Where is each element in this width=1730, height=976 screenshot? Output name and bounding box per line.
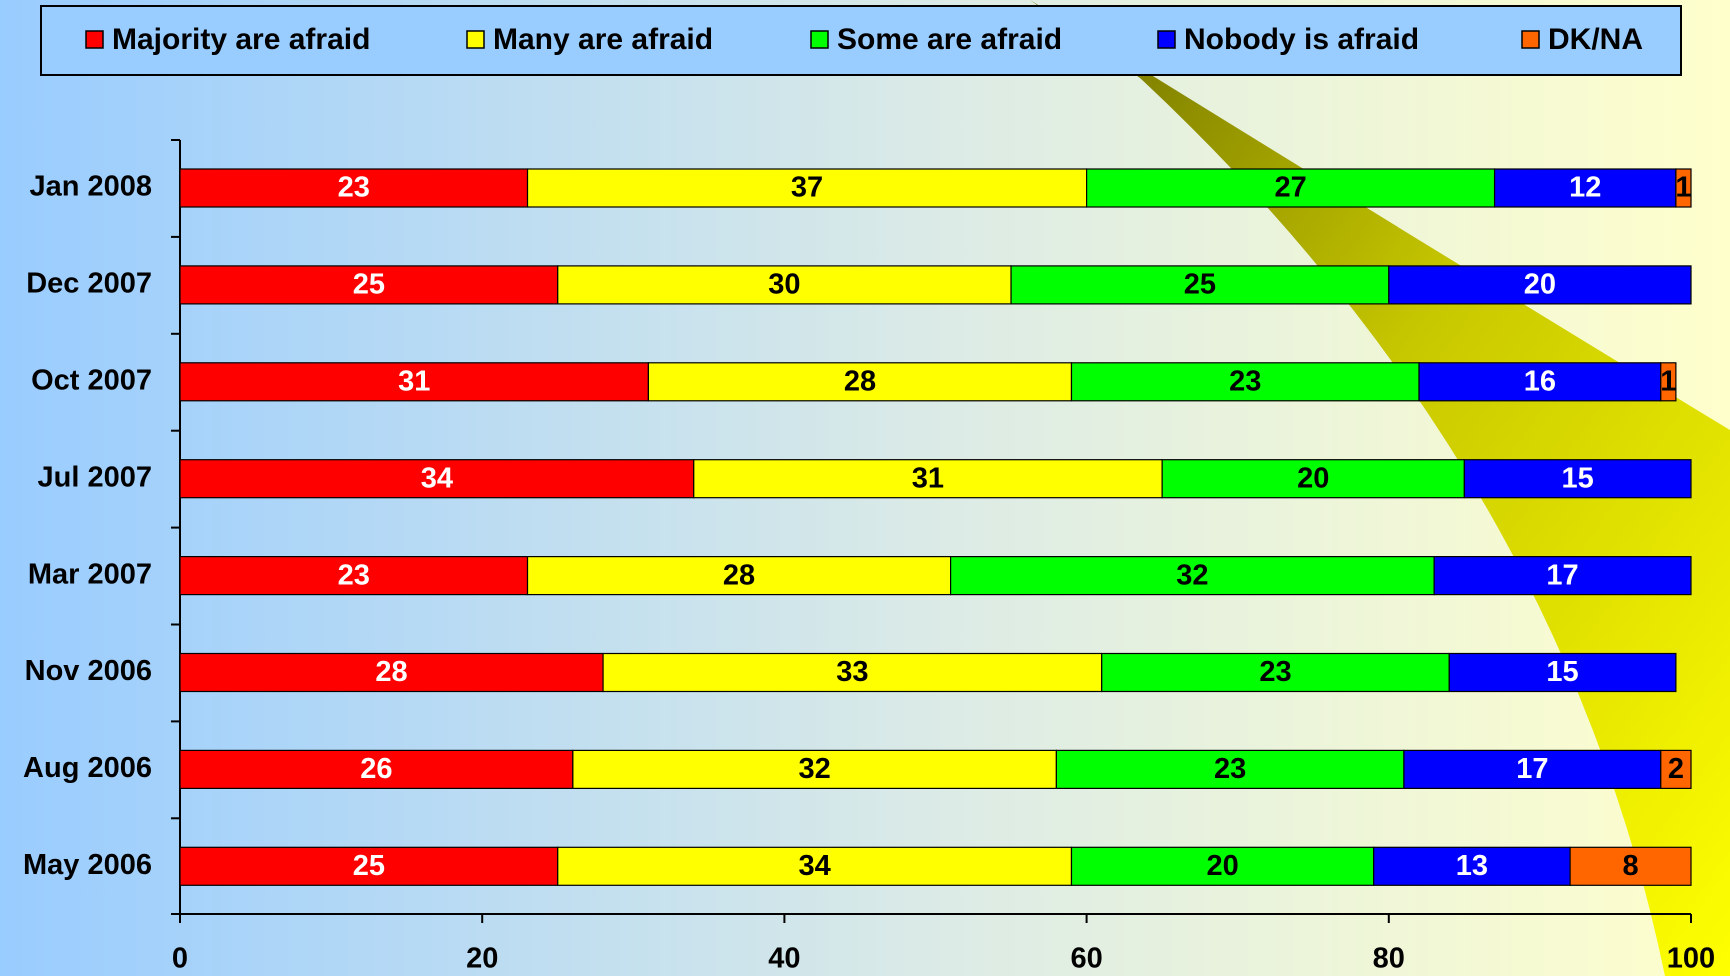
legend-label: Nobody is afraid xyxy=(1184,23,1419,56)
data-label: 2 xyxy=(1668,753,1684,785)
bar-segment xyxy=(1388,265,1692,305)
data-label: 20 xyxy=(1297,462,1329,494)
data-label: 20 xyxy=(1524,269,1556,301)
bar-segment xyxy=(1055,749,1405,790)
y-tick-label: Jan 2008 xyxy=(29,171,152,203)
bar-segment xyxy=(1448,652,1677,693)
data-label: 17 xyxy=(1516,753,1548,785)
legend-label: Majority are afraid xyxy=(112,23,370,56)
x-tick-label: 80 xyxy=(1373,943,1405,975)
data-label: 33 xyxy=(836,656,868,688)
x-tick-label: 40 xyxy=(768,943,800,975)
data-label: 23 xyxy=(1259,656,1291,688)
legend-marker xyxy=(810,30,829,49)
bar-segment xyxy=(1569,846,1692,886)
y-tick-label: Nov 2006 xyxy=(25,655,152,687)
bar-segment xyxy=(1463,459,1692,499)
legend-marker xyxy=(85,30,104,49)
bar-segment xyxy=(557,846,1073,886)
y-tick-label: Dec 2007 xyxy=(26,268,152,300)
bar-segment xyxy=(693,459,1163,499)
data-label: 30 xyxy=(768,269,800,301)
data-label: 28 xyxy=(844,365,876,397)
data-label: 25 xyxy=(353,269,385,301)
data-label: 34 xyxy=(421,462,453,494)
y-tick-label: May 2006 xyxy=(23,849,152,881)
data-label: 34 xyxy=(798,850,830,882)
data-label: 28 xyxy=(723,559,755,591)
data-label: 32 xyxy=(798,753,830,785)
data-label: 23 xyxy=(1229,365,1261,397)
bar-segment xyxy=(526,168,1088,208)
data-label: 17 xyxy=(1546,559,1578,591)
legend: Majority are afraid Many are afraid Some a… xyxy=(85,23,1643,56)
data-label: 26 xyxy=(360,753,392,785)
data-label: 8 xyxy=(1622,850,1638,882)
data-label: 23 xyxy=(338,559,370,591)
data-label: 13 xyxy=(1456,850,1488,882)
bar-segment xyxy=(1373,846,1571,886)
legend-label: Some are afraid xyxy=(837,23,1062,56)
y-tick-label: Mar 2007 xyxy=(28,558,152,590)
bar-segment xyxy=(179,459,695,499)
legend-marker xyxy=(466,30,485,49)
legend-marker xyxy=(1521,30,1540,49)
bar-segment xyxy=(950,555,1435,596)
legend-marker xyxy=(1157,30,1176,49)
bar-segment xyxy=(1418,362,1662,402)
x-tick-label: 0 xyxy=(172,943,188,975)
legend-label: DK/NA xyxy=(1548,23,1643,56)
data-label: 1 xyxy=(1660,365,1676,397)
bar-segment xyxy=(1101,652,1450,693)
bar-segment xyxy=(647,362,1073,402)
data-label: 1 xyxy=(1675,172,1691,204)
bar-segment xyxy=(179,265,559,305)
bar-segment xyxy=(1660,749,1692,790)
legend-label: Many are afraid xyxy=(493,23,713,56)
bar-segment xyxy=(179,652,604,693)
x-tick-label: 60 xyxy=(1070,943,1102,975)
bar-segment xyxy=(526,555,952,596)
bar-segment xyxy=(179,555,529,596)
data-label: 27 xyxy=(1274,172,1306,204)
data-label: 25 xyxy=(353,850,385,882)
bar-segment xyxy=(1675,168,1692,208)
bar-segment xyxy=(1433,555,1692,596)
bar-segment xyxy=(1070,362,1420,402)
data-label: 23 xyxy=(338,172,370,204)
bar-segment xyxy=(179,168,529,208)
bar-segment xyxy=(572,749,1057,790)
data-label: 37 xyxy=(791,172,823,204)
bar-segment xyxy=(1085,168,1496,208)
legend-box xyxy=(40,5,1682,76)
x-tick-label: 100 xyxy=(1667,943,1715,975)
data-label: 31 xyxy=(912,462,944,494)
data-label: 23 xyxy=(1214,753,1246,785)
data-label: 25 xyxy=(1184,269,1216,301)
data-label: 20 xyxy=(1206,850,1238,882)
bar-segment xyxy=(602,652,1103,693)
data-label: 32 xyxy=(1176,559,1208,591)
data-label: 16 xyxy=(1524,365,1556,397)
data-label: 15 xyxy=(1562,462,1594,494)
bar-segment xyxy=(1010,265,1390,305)
bar-segment xyxy=(179,749,574,790)
y-tick-label: Jul 2007 xyxy=(38,461,152,493)
y-tick-label: Aug 2006 xyxy=(23,752,152,784)
data-label: 15 xyxy=(1546,656,1578,688)
y-tick-label: Oct 2007 xyxy=(31,364,152,396)
bar-segment xyxy=(1660,362,1677,402)
bar-segment xyxy=(557,265,1012,305)
data-label: 28 xyxy=(375,656,407,688)
data-label: 31 xyxy=(398,365,430,397)
x-tick-label: 20 xyxy=(466,943,498,975)
bar-segment xyxy=(179,362,650,402)
data-label: 12 xyxy=(1569,172,1601,204)
